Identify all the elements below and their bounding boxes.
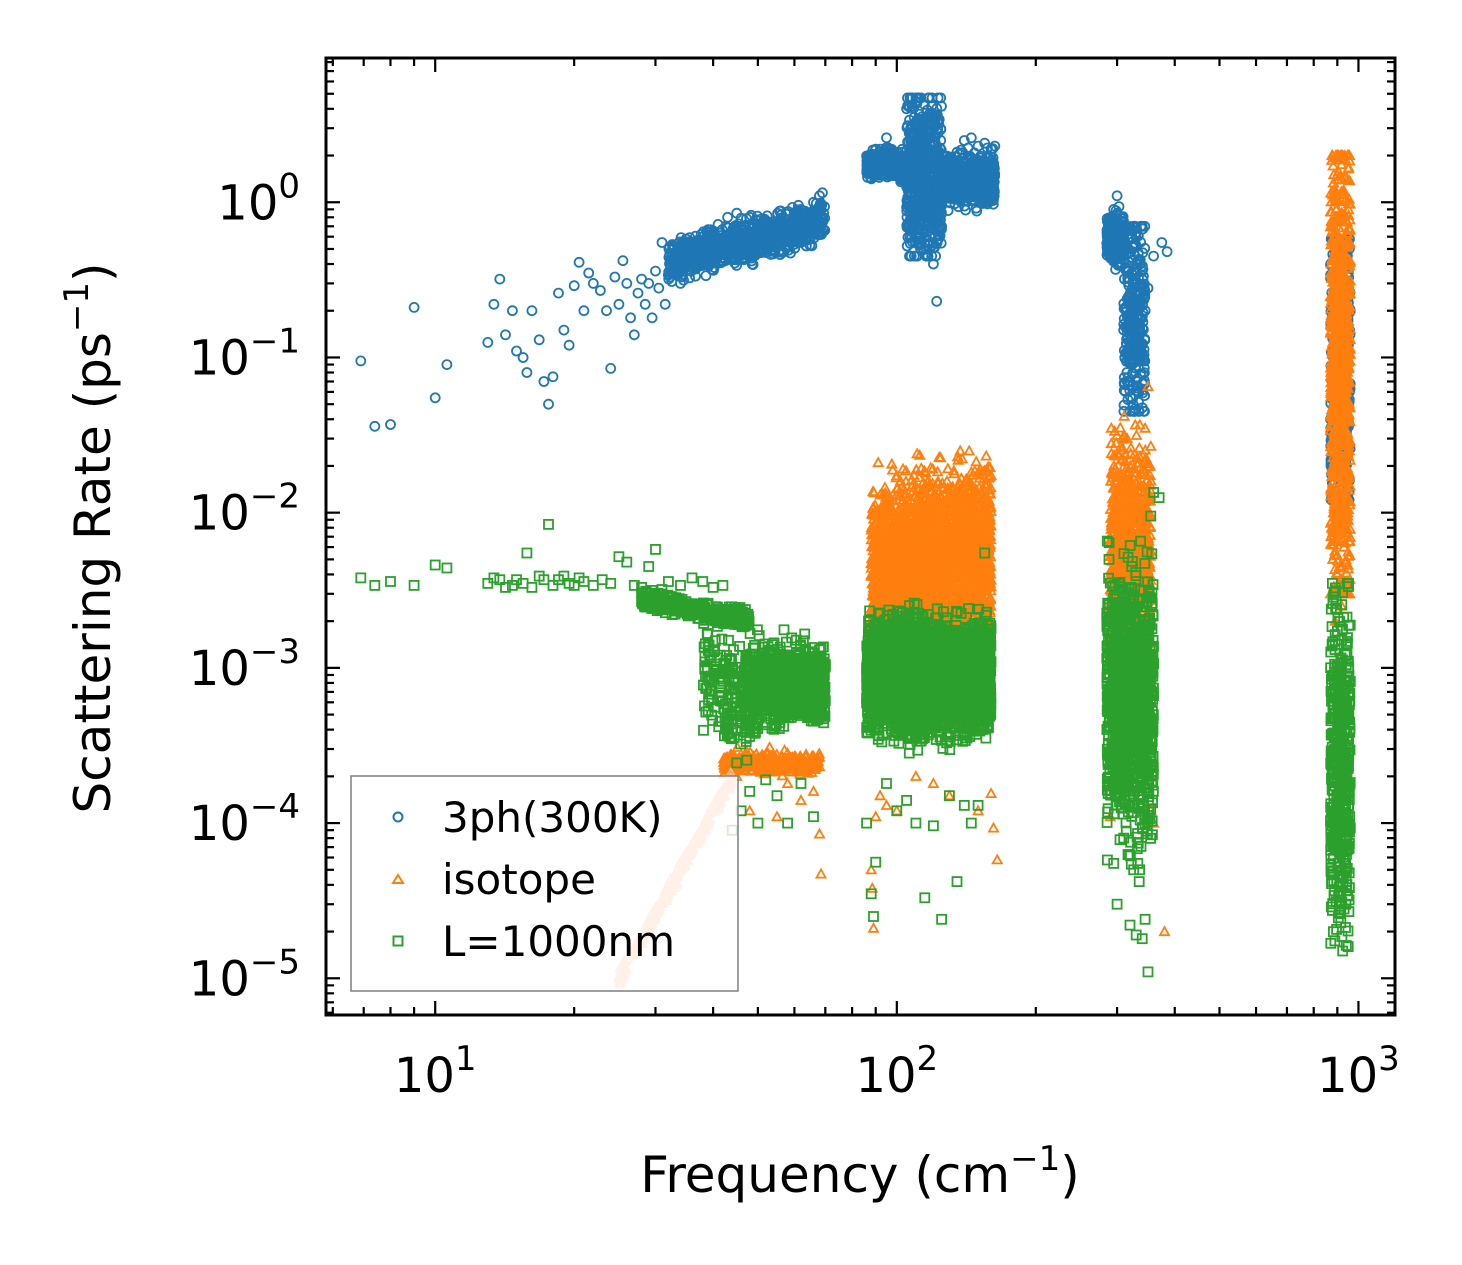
data-point-3ph-300k- — [653, 282, 665, 294]
data-point-3ph-300k- — [617, 255, 629, 267]
data-point-3ph-300k- — [815, 204, 827, 216]
data-point-3ph-300k- — [605, 362, 617, 374]
data-point-3ph-300k- — [702, 243, 714, 255]
data-point-3ph-300k- — [369, 420, 381, 432]
data-point-3ph-300k- — [778, 246, 789, 258]
data-point-3ph-300k- — [663, 243, 675, 255]
data-point-3ph-300k- — [687, 237, 699, 249]
data-point-3ph-300k- — [632, 287, 644, 299]
data-point-3ph-300k- — [698, 226, 709, 238]
data-point-3ph-300k- — [671, 250, 683, 262]
data-point-3ph-300k- — [521, 367, 533, 378]
data-point-3ph-300k- — [500, 329, 511, 341]
data-point-3ph-300k- — [621, 277, 633, 289]
data-point-3ph-300k- — [595, 285, 606, 296]
data-point-3ph-300k- — [601, 305, 612, 317]
data-point-3ph-300k- — [881, 132, 892, 144]
data-point-3ph-300k- — [1156, 237, 1168, 248]
data-point-3ph-300k- — [695, 257, 706, 269]
data-point-3ph-300k- — [656, 237, 668, 248]
data-point-3ph-300k- — [772, 224, 783, 235]
data-point-3ph-300k- — [609, 271, 621, 283]
data-point-3ph-300k- — [812, 210, 824, 222]
data-point-3ph-300k- — [746, 255, 757, 267]
data-point-3ph-300k- — [819, 212, 831, 224]
data-point-3ph-300k- — [517, 352, 529, 363]
data-point-3ph-300k- — [385, 419, 396, 430]
data-point-3ph-300k- — [772, 217, 784, 229]
data-point-3ph-300k- — [766, 241, 778, 253]
data-point-3ph-300k- — [757, 246, 769, 258]
data-point-3ph-300k- — [583, 267, 595, 279]
data-point-3ph-300k- — [526, 305, 538, 317]
data-point-3ph-300k- — [408, 301, 420, 313]
data-point-3ph-300k- — [745, 209, 757, 221]
data-point-3ph-300k- — [650, 265, 661, 277]
data-point-isotope — [872, 456, 885, 468]
data-point-isotope — [731, 741, 744, 752]
data-point-3ph-300k- — [733, 248, 744, 260]
data-point-3ph-300k- — [558, 324, 570, 336]
data-point-3ph-300k- — [507, 305, 518, 317]
data-point-3ph-300k- — [722, 211, 733, 223]
data-point-3ph-300k- — [578, 305, 590, 317]
data-point-isotope — [763, 741, 776, 752]
data-point-3ph-300k- — [613, 298, 625, 310]
data-point-3ph-300k- — [674, 243, 685, 255]
data-point-3ph-300k- — [712, 250, 724, 262]
data-point-3ph-300k- — [639, 298, 651, 310]
data-point-3ph-300k- — [646, 312, 658, 324]
data-point-3ph-300k- — [538, 376, 550, 387]
data-point-3ph-300k- — [643, 277, 655, 289]
data-point-3ph-300k- — [659, 298, 671, 310]
data-point-3ph-300k- — [710, 231, 721, 243]
data-point-3ph-300k- — [1161, 246, 1173, 258]
data-point-3ph-300k- — [429, 392, 441, 404]
data-point-3ph-300k- — [700, 270, 712, 282]
data-point-3ph-300k- — [931, 295, 943, 307]
data-point-3ph-300k- — [587, 277, 599, 289]
data-point-3ph-300k- — [1148, 250, 1159, 262]
data-point-3ph-300k- — [628, 329, 640, 341]
data-point-3ph-300k- — [441, 359, 453, 371]
data-point-3ph-300k- — [547, 371, 559, 383]
data-point-3ph-300k- — [792, 231, 803, 243]
data-point-3ph-300k- — [725, 239, 737, 251]
data-point-3ph-300k- — [533, 334, 545, 346]
data-point-3ph-300k- — [716, 247, 727, 259]
data-point-3ph-300k- — [663, 273, 675, 285]
data-point-3ph-300k- — [563, 339, 575, 351]
data-point-3ph-300k- — [790, 215, 802, 227]
data-point-3ph-300k- — [568, 280, 580, 292]
data-point-3ph-300k- — [543, 398, 554, 410]
data-point-3ph-300k- — [355, 355, 367, 367]
data-point-3ph-300k- — [1111, 190, 1123, 202]
data-point-3ph-300k- — [702, 238, 714, 250]
data-point-3ph-300k- — [553, 287, 564, 299]
data-point-3ph-300k- — [494, 273, 506, 285]
data-point-3ph-300k- — [482, 336, 494, 348]
data-point-3ph-300k- — [488, 298, 500, 310]
data-point-3ph-300k- — [573, 256, 585, 268]
data-point-3ph-300k- — [625, 312, 636, 324]
data-point-3ph-300k- — [819, 224, 831, 236]
